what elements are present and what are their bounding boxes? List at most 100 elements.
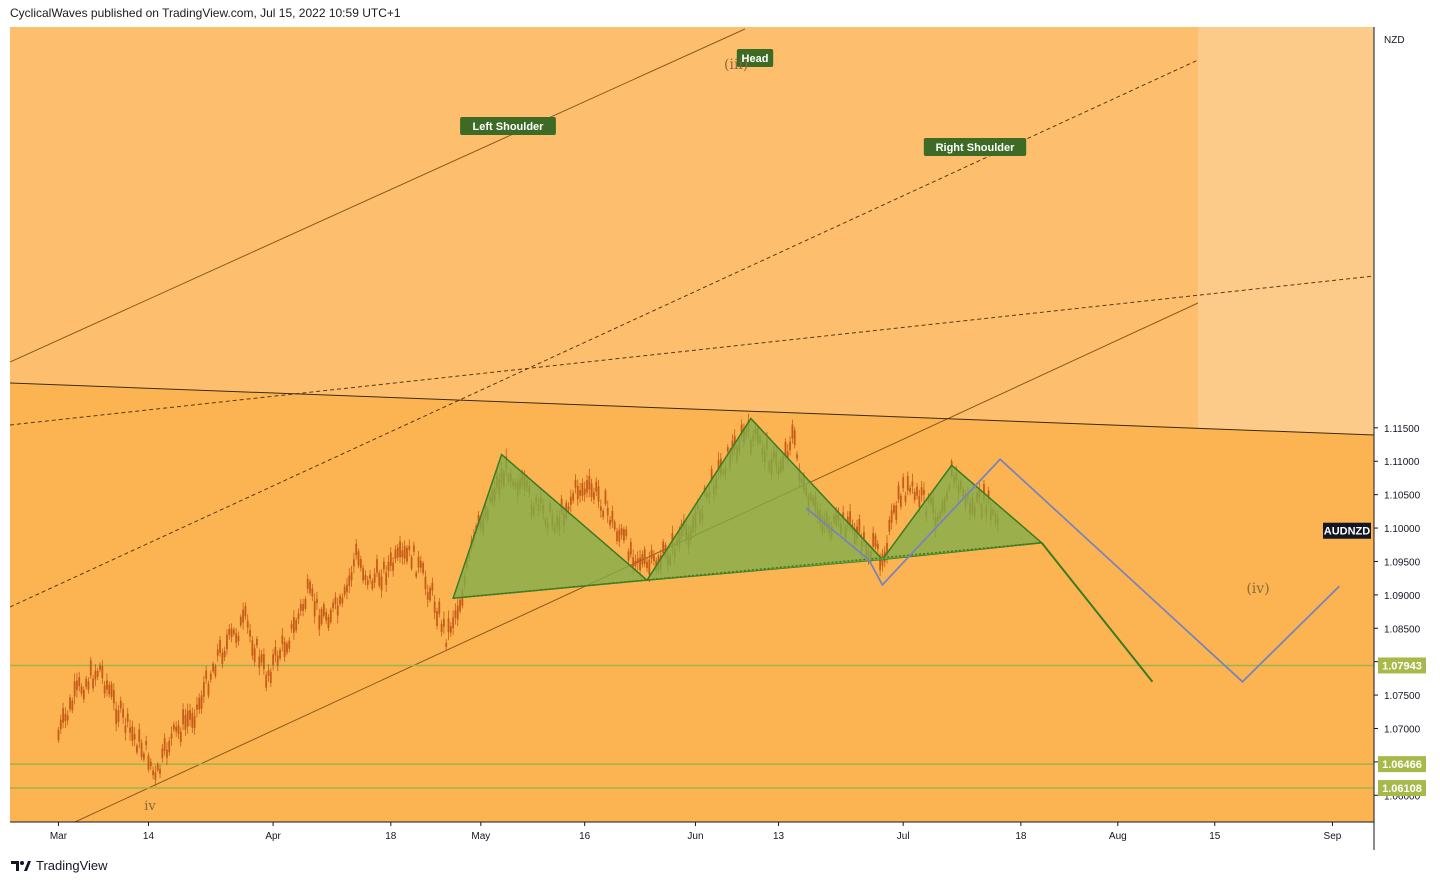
green-projection-line bbox=[1040, 542, 1154, 683]
candle-body bbox=[244, 605, 247, 617]
candle-body bbox=[175, 726, 178, 732]
y-tick-label-5: 1.09000 bbox=[1384, 591, 1421, 602]
candle-body bbox=[424, 576, 427, 590]
candle-body bbox=[237, 636, 240, 642]
y-tick-label-9: 1.07000 bbox=[1384, 724, 1421, 735]
candle-body bbox=[913, 491, 916, 500]
pattern-label-bg-1 bbox=[736, 49, 774, 67]
candle-body bbox=[357, 551, 360, 566]
candle-body bbox=[119, 700, 122, 709]
candle-body bbox=[131, 726, 134, 741]
candle-body bbox=[369, 574, 371, 579]
candle-body bbox=[415, 572, 418, 577]
candle-body bbox=[66, 715, 69, 721]
candle-body bbox=[154, 772, 157, 780]
candle-body bbox=[625, 529, 628, 536]
candle-body bbox=[212, 663, 214, 672]
candle-body bbox=[168, 740, 171, 753]
candle-body bbox=[616, 531, 618, 542]
y-tick-label-0: 1.11500 bbox=[1384, 424, 1420, 435]
candle-body bbox=[239, 616, 242, 626]
candle-body bbox=[445, 642, 448, 647]
candle-body bbox=[636, 558, 639, 564]
x-tick-label-4: May bbox=[471, 831, 490, 842]
candle-body bbox=[842, 512, 845, 519]
candle-body bbox=[401, 550, 404, 558]
candle-body bbox=[586, 480, 588, 493]
x-tick-label-3: 18 bbox=[385, 831, 397, 842]
candle-body bbox=[710, 469, 713, 482]
x-tick-label-5: 16 bbox=[579, 831, 591, 842]
candle-body bbox=[196, 704, 198, 710]
candle-body bbox=[399, 541, 401, 558]
candle-body bbox=[629, 541, 632, 555]
candle-body bbox=[417, 556, 420, 568]
candle-body bbox=[73, 681, 76, 697]
y-tick-label-2: 1.10500 bbox=[1384, 491, 1421, 502]
candle-body bbox=[193, 716, 196, 728]
level-price-label-0: 1.07943 bbox=[1382, 660, 1422, 672]
candle-body bbox=[909, 487, 912, 493]
y-tick-label-8: 1.07500 bbox=[1384, 691, 1421, 702]
publisher-header: CyclicalWaves published on TradingView.c… bbox=[10, 6, 401, 20]
y-tick-label-1: 1.11000 bbox=[1384, 457, 1420, 468]
candle-body bbox=[376, 559, 378, 573]
candle-body bbox=[228, 628, 231, 635]
candle-body bbox=[256, 638, 258, 646]
neckline-fill bbox=[453, 542, 1042, 599]
candle-body bbox=[849, 511, 851, 524]
candle-body bbox=[82, 689, 85, 700]
candle-body bbox=[648, 559, 651, 575]
axes: NZD 1.11500 1.11000 1.10500 1.10000 1.09500 1.… bbox=[10, 27, 1440, 850]
candle-body bbox=[320, 608, 323, 624]
candle-body bbox=[184, 714, 187, 730]
candle-body bbox=[606, 508, 609, 516]
candle-body bbox=[408, 545, 411, 550]
candle-body bbox=[336, 605, 339, 616]
level-price-tag-0 bbox=[1378, 657, 1426, 674]
candle-body bbox=[392, 562, 395, 571]
candle-body bbox=[327, 616, 330, 629]
candle-body bbox=[627, 551, 630, 561]
candle-body bbox=[62, 708, 64, 723]
candle-body bbox=[325, 612, 328, 621]
level-price-label-2: 1.06108 bbox=[1382, 783, 1422, 795]
candle-body bbox=[76, 680, 78, 690]
candle-body bbox=[251, 640, 254, 656]
channel-lower-line bbox=[74, 302, 1199, 822]
candle-body bbox=[92, 678, 94, 689]
candle-body bbox=[602, 510, 605, 518]
candle-body bbox=[611, 511, 614, 523]
candle-body bbox=[290, 624, 293, 629]
x-tick-label-8: Jul bbox=[897, 831, 910, 842]
candle-body bbox=[279, 649, 281, 659]
x-tick-label-2: Apr bbox=[265, 831, 281, 842]
candle-body bbox=[916, 486, 918, 496]
symbol-tag bbox=[1323, 522, 1371, 539]
candle-body bbox=[902, 477, 905, 489]
candle-body bbox=[459, 600, 461, 612]
candle-body bbox=[371, 580, 374, 589]
x-tick-label-9: 18 bbox=[1015, 831, 1027, 842]
candle-body bbox=[613, 521, 616, 530]
candle-body bbox=[348, 575, 351, 586]
candle-body bbox=[366, 580, 369, 586]
candle-body bbox=[89, 660, 92, 676]
candle-body bbox=[438, 601, 441, 614]
candle-body bbox=[872, 532, 875, 547]
candle-body bbox=[380, 576, 383, 591]
candle-body bbox=[595, 481, 598, 492]
candle-body bbox=[574, 479, 577, 488]
candle-body bbox=[219, 639, 221, 653]
x-tick-label-10: Aug bbox=[1109, 831, 1127, 842]
candle-body bbox=[156, 764, 159, 771]
footer-brand: TradingView bbox=[36, 858, 108, 873]
pattern-label-bg-2 bbox=[923, 138, 1027, 156]
candle-body bbox=[159, 768, 161, 774]
x-tick-label-6: Jun bbox=[687, 831, 703, 842]
candle-body bbox=[364, 574, 367, 581]
candle-body bbox=[639, 557, 641, 571]
candle-body bbox=[593, 492, 595, 500]
candle-body bbox=[789, 441, 791, 451]
